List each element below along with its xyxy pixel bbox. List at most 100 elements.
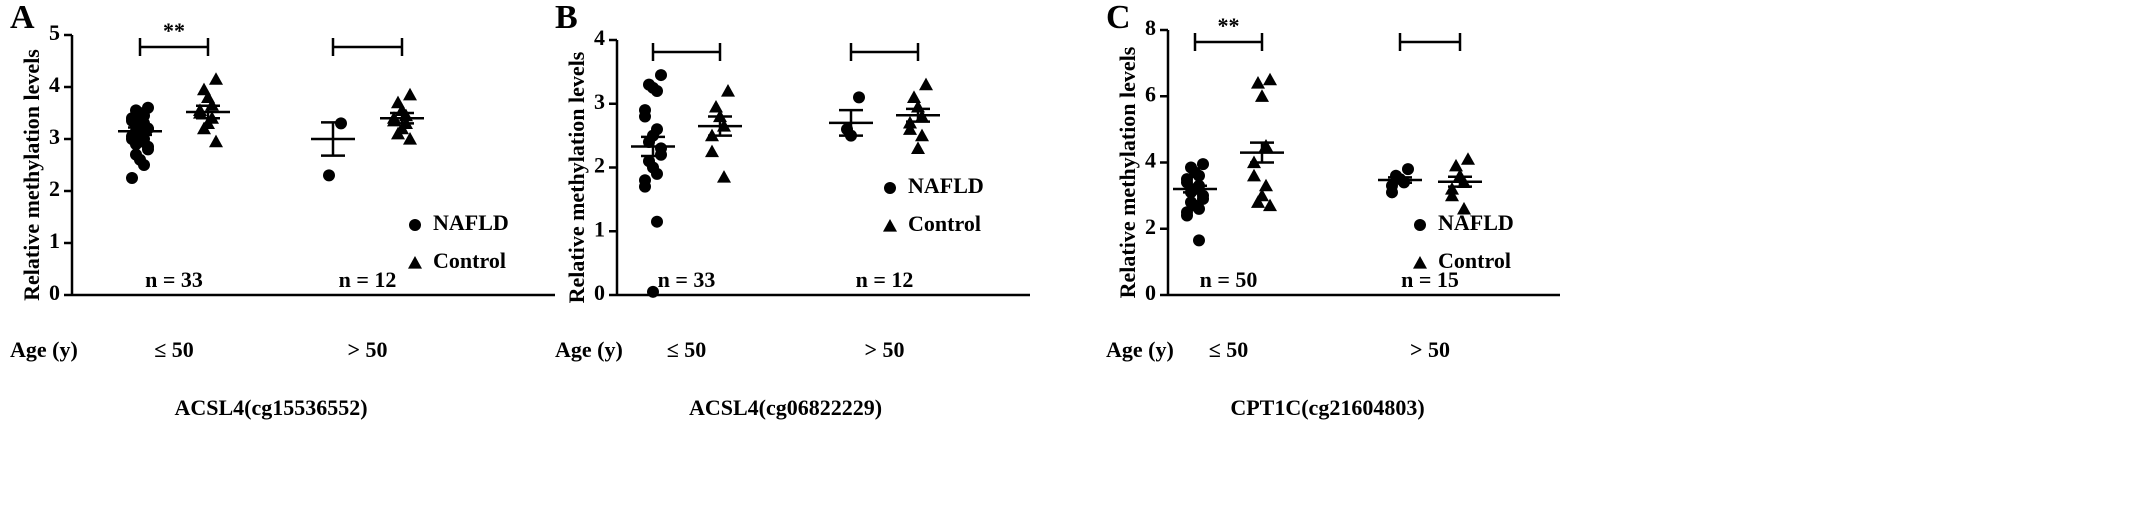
legend-marker: [883, 219, 897, 232]
legend-marker: [884, 182, 896, 194]
y-tick-label: 3: [594, 89, 605, 114]
panel-label: A: [10, 0, 35, 36]
control-point: [1445, 182, 1459, 195]
nafld-point: [853, 91, 865, 104]
control-point: [1263, 72, 1277, 86]
nafld-point: [323, 169, 335, 182]
control-point: [1445, 188, 1459, 202]
control-point: [209, 72, 223, 85]
n-label: n = 50: [1200, 267, 1258, 292]
x-axis-label: CPT1C(cg21604803): [1230, 395, 1424, 420]
y-tick-label: 1: [49, 228, 60, 253]
control-point: [209, 134, 223, 148]
control-point: [1251, 76, 1265, 89]
control-point: [197, 121, 211, 135]
legend-marker: [1413, 256, 1427, 269]
y-tick-label: 2: [49, 176, 60, 201]
nafld-point: [651, 167, 663, 180]
nafld-point: [126, 172, 138, 184]
control-point: [717, 170, 731, 183]
y-tick-label: 4: [1145, 148, 1156, 173]
category-label: > 50: [347, 337, 387, 362]
control-point: [705, 144, 719, 158]
control-point: [1259, 178, 1273, 192]
y-tick-label: 1: [594, 216, 605, 241]
legend-label: Control: [433, 248, 506, 273]
y-axis-label: Relative methylation levels: [564, 51, 589, 303]
control-point: [911, 141, 925, 154]
nafld-point: [639, 180, 651, 193]
y-tick-label: 6: [1145, 81, 1156, 106]
control-point: [915, 128, 929, 142]
nafld-point: [1197, 158, 1209, 171]
nafld-point: [639, 110, 651, 123]
control-point: [1449, 158, 1463, 172]
control-point: [403, 87, 417, 101]
legend-label: NAFLD: [1438, 210, 1514, 235]
control-point: [1247, 168, 1261, 182]
category-label: ≤ 50: [154, 337, 194, 362]
nafld-point: [1193, 169, 1205, 182]
category-label: > 50: [864, 337, 904, 362]
row-label: Age (y): [1106, 337, 1174, 362]
n-label: n = 15: [1401, 267, 1459, 292]
y-axis-label: Relative methylation levels: [1115, 46, 1140, 298]
y-tick-label: 2: [594, 153, 605, 178]
y-tick-label: 4: [49, 72, 60, 97]
legend-marker: [1414, 219, 1426, 231]
nafld-point: [655, 148, 667, 161]
y-tick-label: 8: [1145, 15, 1156, 40]
control-point: [1251, 195, 1265, 208]
nafld-point: [1402, 163, 1414, 176]
nafld-point: [1386, 186, 1398, 199]
n-label: n = 12: [339, 267, 397, 292]
control-point: [907, 90, 921, 103]
legend-label: Control: [908, 211, 981, 236]
legend-marker: [408, 256, 422, 269]
nafld-point: [651, 85, 663, 97]
control-point: [1255, 89, 1269, 102]
nafld-point: [651, 215, 663, 228]
y-tick-label: 0: [1145, 280, 1156, 305]
row-label: Age (y): [10, 337, 78, 362]
n-label: n = 12: [856, 267, 914, 292]
x-axis-label: ACSL4(cg15536552): [174, 395, 367, 420]
significance: **: [1218, 13, 1240, 38]
significance: **: [163, 18, 185, 43]
legend-label: NAFLD: [908, 173, 984, 198]
category-label: ≤ 50: [667, 337, 707, 362]
category-label: ≤ 50: [1209, 337, 1249, 362]
legend-label: Control: [1438, 248, 1511, 273]
legend-label: NAFLD: [433, 210, 509, 235]
nafld-point: [138, 159, 150, 171]
nafld-point: [130, 138, 142, 151]
control-point: [721, 84, 735, 97]
y-tick-label: 0: [49, 280, 60, 305]
nafld-point: [1197, 192, 1209, 205]
control-point: [1263, 198, 1277, 212]
y-tick-label: 5: [49, 20, 60, 45]
y-axis-label: Relative methylation levels: [19, 49, 44, 301]
n-label: n = 33: [658, 267, 716, 292]
n-label: n = 33: [145, 267, 203, 292]
y-tick-label: 0: [594, 280, 605, 305]
control-point: [391, 126, 405, 140]
control-point: [1461, 152, 1475, 165]
control-point: [903, 122, 917, 135]
x-axis-label: ACSL4(cg06822229): [689, 395, 882, 420]
y-tick-label: 4: [594, 25, 605, 50]
nafld-point: [647, 285, 659, 298]
nafld-point: [655, 69, 667, 82]
panel-label: B: [555, 0, 578, 36]
panel-label: C: [1106, 0, 1131, 36]
control-point: [919, 77, 933, 91]
row-label: Age (y): [555, 337, 623, 362]
control-point: [403, 132, 417, 145]
y-tick-label: 3: [49, 124, 60, 149]
legend-marker: [409, 219, 421, 231]
nafld-point: [1193, 202, 1205, 215]
nafld-point: [1181, 209, 1193, 222]
nafld-point: [142, 143, 154, 156]
category-label: > 50: [1410, 337, 1450, 362]
